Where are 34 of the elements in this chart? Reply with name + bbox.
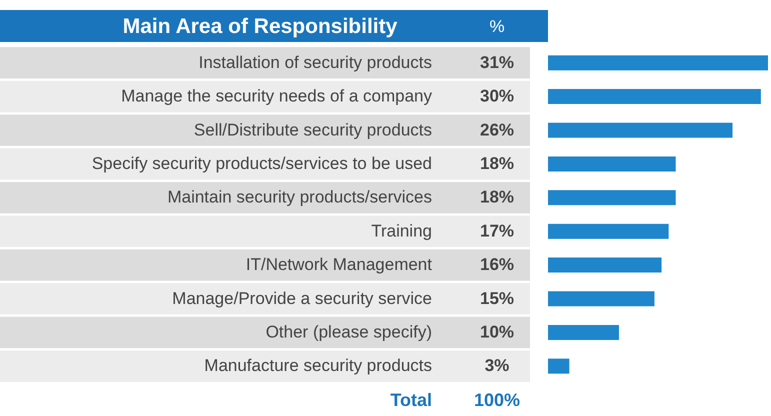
bar [548, 190, 676, 206]
data-label: 10% [480, 322, 514, 342]
data-label: 15% [480, 288, 514, 308]
text: Total [390, 390, 432, 410]
bar [548, 89, 761, 104]
data-label: 30% [480, 86, 514, 106]
bar [548, 291, 654, 306]
y-tick-label: Other (please specify) [266, 322, 432, 342]
y-tick-label: Installation of security products [198, 52, 432, 72]
data-label: 18% [480, 188, 514, 207]
bar [548, 55, 768, 70]
x-axis-title: % [489, 17, 505, 36]
y-tick-label: Training [371, 221, 432, 240]
bar [548, 122, 733, 138]
data-label: 31% [480, 52, 514, 72]
y-tick-label: Maintain security products/services [167, 188, 432, 207]
y-tick-label: Manage the security needs of a company [121, 86, 432, 106]
bar [548, 358, 570, 374]
data-label: 17% [480, 221, 514, 240]
bar [548, 324, 619, 340]
data-label: 16% [480, 255, 514, 274]
text: Main Area of Responsibility [122, 15, 398, 38]
data-label: 18% [480, 154, 514, 173]
y-tick-label: Manage/Provide a security service [172, 288, 432, 308]
y-tick-label: Specify security products/services to be used [92, 154, 432, 173]
text: 100% [474, 390, 520, 410]
bar [548, 224, 669, 239]
y-tick-label: IT/Network Management [246, 255, 432, 274]
y-tick-label: Manufacture security products [204, 356, 432, 376]
data-label: 3% [484, 356, 510, 376]
data-label: 26% [480, 120, 514, 140]
bar [548, 156, 676, 172]
bar [548, 258, 662, 273]
y-tick-label: Sell/Distribute security products [194, 120, 432, 140]
